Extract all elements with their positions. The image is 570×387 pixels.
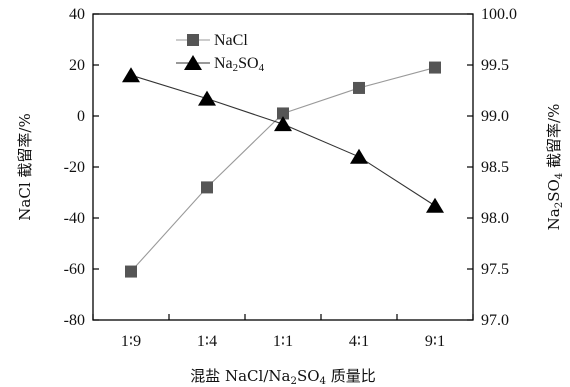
text-part: NaCl xyxy=(214,32,248,49)
text-part: Na xyxy=(545,208,563,230)
text-part: 2 xyxy=(290,376,296,387)
text-part: 4 xyxy=(554,173,565,179)
data-point-triangle xyxy=(350,148,368,164)
right-tick-label: 99.0 xyxy=(481,108,509,125)
x-tick-label: 1∶9 xyxy=(121,333,141,350)
data-point-triangle xyxy=(198,90,216,106)
text-part: NaCl 截留率/% xyxy=(16,113,34,220)
data-point-square xyxy=(353,81,365,94)
right-tick-label: 98.0 xyxy=(481,210,509,227)
series-line-0 xyxy=(130,67,436,272)
x-axis-title: 混盐 NaCl/Na2SO4 质量比 xyxy=(190,367,376,387)
text-part: SO xyxy=(238,55,258,72)
right-tick-label: 98.5 xyxy=(481,159,509,176)
right-tick-label: 97.0 xyxy=(481,312,509,329)
data-point-square xyxy=(125,265,137,278)
text-part: 4 xyxy=(259,62,265,74)
left-axis-title: NaCl 截留率/% xyxy=(16,113,34,220)
x-tick-label: 1∶4 xyxy=(197,333,217,350)
plot-frame xyxy=(92,13,474,321)
text-part: SO xyxy=(545,179,563,202)
left-tick-label: 20 xyxy=(69,57,85,74)
text-part: 截留率/% xyxy=(545,104,563,173)
text-part: 质量比 xyxy=(326,367,376,385)
data-point-triangle xyxy=(426,197,444,213)
left-tick-label: -40 xyxy=(64,210,85,227)
left-tick-label: -20 xyxy=(64,159,85,176)
data-point-square xyxy=(277,107,289,120)
legend-label: Na2SO4 xyxy=(214,55,265,74)
data-point-square xyxy=(429,61,441,74)
right-tick-label: 97.5 xyxy=(481,261,509,278)
x-tick-label: 1∶1 xyxy=(273,333,293,350)
text-part: 4 xyxy=(320,376,326,387)
right-axis-title: Na2SO4 截留率/% xyxy=(545,104,565,231)
text-part: 2 xyxy=(233,62,238,74)
x-tick-label: 9∶1 xyxy=(425,333,445,350)
data-point-triangle xyxy=(122,67,140,83)
text-part: Na xyxy=(214,55,233,72)
x-tick-label: 4∶1 xyxy=(349,333,369,350)
legend-marker-triangle xyxy=(184,55,202,70)
series-line-1 xyxy=(130,74,436,207)
text-part: 2 xyxy=(554,202,565,208)
left-tick-label: 40 xyxy=(69,6,85,23)
data-point-square xyxy=(201,181,213,194)
right-tick-label: 100.0 xyxy=(481,6,517,23)
legend-label: NaCl xyxy=(214,32,248,49)
left-tick-label: 0 xyxy=(77,108,85,125)
left-tick-label: -60 xyxy=(64,261,85,278)
data-point-triangle xyxy=(274,116,292,132)
legend-marker-square xyxy=(187,34,199,46)
text-part: 混盐 NaCl/Na xyxy=(190,367,290,385)
left-tick-label: -80 xyxy=(64,312,85,329)
text-part: SO xyxy=(297,367,320,385)
right-tick-label: 99.5 xyxy=(481,57,509,74)
